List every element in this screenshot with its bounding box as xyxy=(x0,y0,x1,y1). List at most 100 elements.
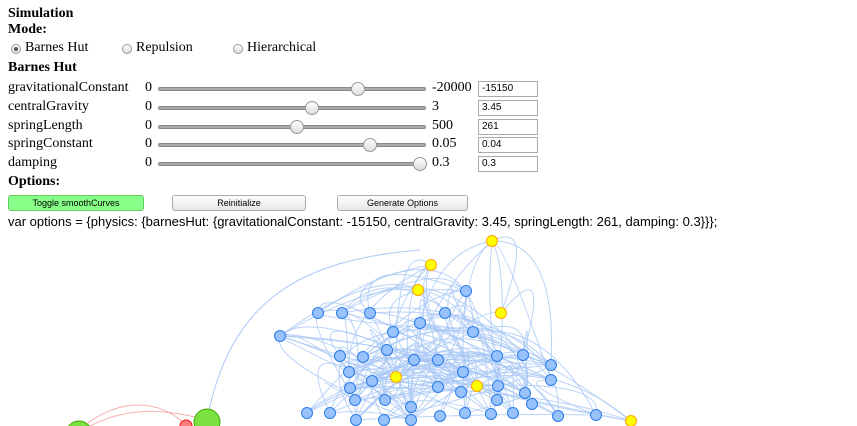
node xyxy=(517,349,529,361)
radio[interactable] xyxy=(233,44,243,54)
node xyxy=(455,386,467,398)
node xyxy=(381,344,393,356)
slider-name: gravitationalConstant xyxy=(8,80,129,95)
edge xyxy=(444,312,559,417)
node xyxy=(350,414,362,426)
slider-track[interactable] xyxy=(158,105,426,110)
value-input[interactable]: 0.3 xyxy=(478,156,538,173)
button[interactable]: Reinitialize xyxy=(172,195,306,211)
edge xyxy=(395,259,432,378)
slider-max: 0.05 xyxy=(432,136,457,152)
edge xyxy=(341,277,474,333)
radio-label[interactable]: Hierarchical xyxy=(247,40,317,55)
edge xyxy=(384,371,632,422)
edge xyxy=(397,359,464,408)
node xyxy=(590,409,602,421)
node xyxy=(414,317,426,329)
edge xyxy=(491,236,517,314)
edge xyxy=(392,331,479,387)
node xyxy=(460,285,472,297)
edge xyxy=(278,335,412,421)
node xyxy=(357,351,369,363)
node xyxy=(457,366,469,378)
node xyxy=(379,394,391,406)
slider-min: 0 xyxy=(145,155,152,171)
slider-track[interactable] xyxy=(158,143,426,148)
slider-min: 0 xyxy=(145,98,152,114)
button[interactable]: Toggle smoothCurves xyxy=(8,195,144,211)
node xyxy=(625,415,637,426)
slider-thumb[interactable] xyxy=(363,138,377,153)
node xyxy=(344,382,356,394)
edge xyxy=(359,264,432,314)
edge xyxy=(405,320,464,373)
slider-min: 0 xyxy=(145,117,152,133)
node xyxy=(495,307,507,319)
edge xyxy=(83,404,187,426)
node xyxy=(179,419,193,426)
edge xyxy=(355,338,524,421)
edge xyxy=(472,330,597,416)
code-line: var options = {physics: {barnesHut: {gra… xyxy=(8,214,718,229)
edge xyxy=(369,329,397,378)
edge xyxy=(451,284,474,333)
slider-thumb[interactable] xyxy=(413,157,427,172)
radio-label[interactable]: Repulsion xyxy=(136,40,193,55)
node xyxy=(334,350,346,362)
edge xyxy=(341,312,559,417)
node xyxy=(467,326,479,338)
edge xyxy=(489,240,499,387)
mode-label: Mode: xyxy=(8,22,47,37)
node xyxy=(486,235,498,247)
edge xyxy=(410,290,467,421)
node xyxy=(405,414,417,426)
slider-thumb[interactable] xyxy=(290,119,304,134)
edge xyxy=(396,312,446,361)
node xyxy=(485,408,497,420)
edge xyxy=(317,309,359,401)
slider-max: 0.3 xyxy=(432,155,450,171)
radio[interactable] xyxy=(122,44,132,54)
slider-track[interactable] xyxy=(158,162,426,167)
slider-thumb[interactable] xyxy=(305,100,319,115)
edge xyxy=(410,240,493,421)
edge xyxy=(392,329,524,356)
node xyxy=(459,407,471,419)
edge xyxy=(338,331,394,421)
slider-name: damping xyxy=(8,155,57,171)
slider-thumb[interactable] xyxy=(351,82,365,96)
node xyxy=(552,410,564,422)
edge xyxy=(279,284,446,337)
node xyxy=(425,259,437,271)
node xyxy=(324,407,336,419)
edge xyxy=(347,358,462,393)
node xyxy=(336,307,348,319)
node xyxy=(68,420,90,426)
node xyxy=(432,381,444,393)
slider-track[interactable] xyxy=(158,87,426,91)
radio-label[interactable]: Barnes Hut xyxy=(25,40,89,55)
node xyxy=(412,284,424,296)
edge xyxy=(348,353,498,373)
edge xyxy=(410,290,467,421)
button[interactable]: Generate Options xyxy=(337,195,468,211)
edge xyxy=(206,249,421,421)
value-input[interactable]: 0.04 xyxy=(478,137,538,154)
node xyxy=(471,380,483,392)
slider-name: springConstant xyxy=(8,136,93,152)
edge xyxy=(348,264,432,401)
slider-max: 500 xyxy=(432,117,453,133)
node xyxy=(274,330,286,342)
edge xyxy=(434,370,492,415)
edge xyxy=(324,381,356,401)
node xyxy=(491,350,503,362)
value-input[interactable]: 261 xyxy=(478,118,538,135)
node xyxy=(364,307,376,319)
edge xyxy=(367,273,467,314)
value-input[interactable]: 3.45 xyxy=(478,99,538,116)
edge xyxy=(419,322,499,387)
radio[interactable] xyxy=(11,44,21,54)
edge xyxy=(388,289,467,333)
value-input[interactable]: -15150 xyxy=(478,81,538,97)
node xyxy=(405,401,417,413)
